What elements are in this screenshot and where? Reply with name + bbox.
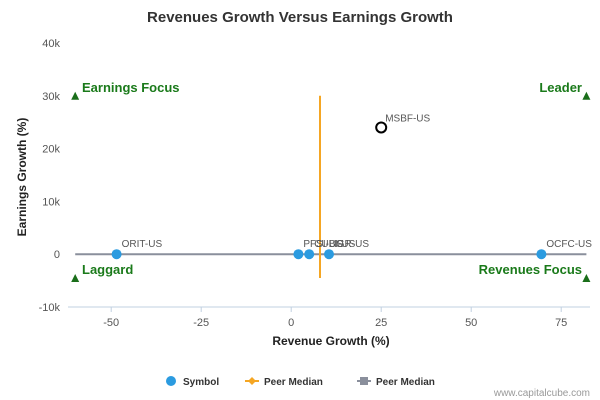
data-label-orit-us: ORIT-US: [122, 239, 163, 250]
y-axis-title: Earnings Growth (%): [15, 118, 29, 237]
source-credit: www.capitalcube.com: [493, 388, 590, 399]
quadrant-marker-bottom-left: [71, 273, 80, 282]
data-point-ocfc-us: [536, 249, 547, 260]
x-tick-label: 50: [465, 317, 477, 329]
quadrant-marker-top-left: [71, 91, 80, 100]
data-point-cubi-us: [304, 249, 315, 260]
legend-item-label: Peer Median: [264, 377, 323, 388]
quadrant-label-top-left: Earnings Focus: [82, 80, 180, 95]
legend-peer-median-revenue-marker: [248, 377, 256, 385]
y-tick-label: 20k: [42, 144, 60, 156]
highlight-point-msbf-us: [375, 121, 388, 134]
quadrant-marker-bottom-right: [582, 273, 591, 282]
x-tick-label: 25: [375, 317, 387, 329]
data-label-cubi-us: CUBI-US: [314, 239, 355, 250]
chart-title: Revenues Growth Versus Earnings Growth: [147, 9, 453, 26]
x-tick-label: 0: [288, 317, 294, 329]
y-tick-label: 10k: [42, 196, 60, 208]
y-tick-label: 40k: [42, 38, 60, 50]
plot-area: -50 -25 0 25 50 75 -10k 0 10k 20k 30k 40k Earnings F…: [39, 38, 593, 329]
quadrant-label-bottom-right: Revenues Focus: [479, 262, 582, 277]
data-label-pfsi-us: PFSI-US: [303, 239, 343, 250]
legend-peer-median-earnings-marker: [360, 377, 368, 385]
y-tick-label: -10k: [39, 302, 61, 314]
legend-item-label: Symbol: [183, 377, 219, 388]
data-point-pfsi-us: [293, 249, 304, 260]
x-tick-label: -50: [103, 317, 119, 329]
legend-item-label: Peer Median: [376, 377, 435, 388]
x-tick-label: -25: [193, 317, 209, 329]
x-tick-label: 75: [555, 317, 567, 329]
data-point-igr-us: [324, 249, 334, 260]
data-point-orit-us: [111, 249, 122, 260]
x-axis-title: Revenue Growth (%): [272, 334, 389, 348]
quadrant-marker-top-right: [582, 91, 591, 100]
y-tick-label: 30k: [42, 91, 60, 103]
highlight-label: MSBF-US: [385, 113, 430, 124]
data-label-igr-us: IGR-US: [334, 239, 369, 250]
y-tick-label: 0: [54, 249, 60, 261]
legend-symbol-dot: [166, 376, 176, 386]
legend: Symbol Peer Median Peer Median: [166, 376, 435, 388]
quadrant-label-top-right: Leader: [539, 80, 582, 95]
quadrant-label-bottom-left: Laggard: [82, 262, 133, 277]
data-label-ocfc-us: OCFC-US: [546, 239, 592, 250]
